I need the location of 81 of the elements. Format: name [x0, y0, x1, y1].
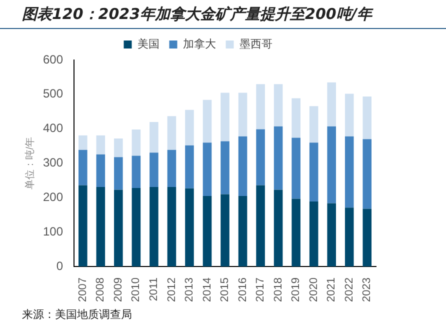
- bar: [114, 138, 123, 158]
- bar: [78, 135, 88, 150]
- x-tick-label: 2015: [219, 278, 232, 302]
- bar: [327, 126, 336, 204]
- y-tick-label: 500: [42, 86, 64, 101]
- bar: [114, 190, 123, 267]
- bar: [256, 185, 265, 267]
- x-tick-label: 2012: [166, 278, 178, 302]
- bar: [220, 141, 230, 194]
- x-tick-label: 2016: [236, 278, 249, 302]
- x-tick-label: 2021: [326, 278, 338, 302]
- x-tick-label: 2011: [148, 278, 160, 302]
- bar: [362, 139, 372, 209]
- bar: [220, 92, 230, 142]
- bar: [309, 106, 318, 143]
- bar: [220, 194, 230, 267]
- bar: [132, 130, 141, 156]
- y-tick-label: 100: [42, 224, 64, 238]
- bar: [344, 136, 354, 208]
- x-tick-label: 2013: [184, 278, 196, 302]
- bar: [256, 84, 265, 130]
- bar: [96, 135, 106, 154]
- y-tick-label: 600: [42, 52, 64, 66]
- bar: [150, 122, 158, 153]
- bar: [292, 98, 300, 138]
- x-tick-label: 2017: [254, 278, 267, 302]
- bar: [362, 96, 372, 140]
- bar: [238, 136, 248, 196]
- x-tick-label: 2023: [361, 278, 374, 302]
- source-note: 来源：美国地质调查局: [21, 307, 133, 322]
- bar: [238, 92, 248, 136]
- legend-label: 墨西哥: [239, 38, 272, 51]
- bar: [274, 84, 283, 126]
- x-tick-label: 2018: [272, 278, 284, 302]
- bar: [150, 152, 158, 188]
- bar: [292, 198, 300, 267]
- bar: [238, 196, 248, 267]
- bar: [96, 154, 106, 188]
- bar: [309, 201, 318, 267]
- bar: [292, 138, 300, 199]
- legend-label: 美国: [137, 38, 160, 51]
- x-tick-label: 2019: [290, 278, 302, 302]
- bar: [132, 188, 141, 267]
- bar: [274, 126, 283, 190]
- bar: [202, 142, 212, 196]
- y-tick-label: 300: [42, 156, 64, 170]
- bar: [362, 208, 372, 267]
- bar: [167, 150, 176, 188]
- y-tick-label: 400: [42, 121, 64, 136]
- bar: [185, 188, 194, 267]
- bar: [185, 110, 194, 146]
- y-tick-label: 200: [42, 190, 64, 204]
- bar: [150, 187, 158, 267]
- bar: [327, 203, 336, 267]
- x-tick-label: 2014: [201, 278, 214, 302]
- bar: [96, 187, 106, 267]
- bar: [167, 187, 176, 267]
- x-tick-label: 2022: [343, 278, 356, 302]
- y-tick-label: 0: [56, 258, 64, 273]
- y-axis-title: 单位：吨/年: [24, 136, 36, 190]
- bar: [78, 185, 88, 267]
- x-tick-label: 2010: [130, 278, 142, 302]
- bar: [202, 196, 212, 267]
- x-tick-label: 2009: [112, 278, 124, 302]
- bar: [327, 82, 336, 126]
- bar: [167, 116, 176, 150]
- x-tick-label: 2020: [308, 278, 320, 302]
- bar: [274, 190, 283, 267]
- x-tick-label: 2008: [94, 278, 107, 302]
- bar: [256, 129, 265, 186]
- bar: [344, 208, 354, 267]
- bar: [185, 145, 194, 188]
- bar: [114, 157, 123, 190]
- chart-title: 图表120：2023年加拿大金矿产量提升至200吨/年: [0, 0, 446, 29]
- x-tick-label: 2007: [76, 278, 89, 302]
- bar: [344, 94, 354, 136]
- bar: [78, 150, 88, 186]
- bar: [309, 142, 318, 202]
- legend-label: 加拿大: [182, 38, 216, 51]
- bar: [132, 156, 141, 188]
- bar: [202, 100, 212, 143]
